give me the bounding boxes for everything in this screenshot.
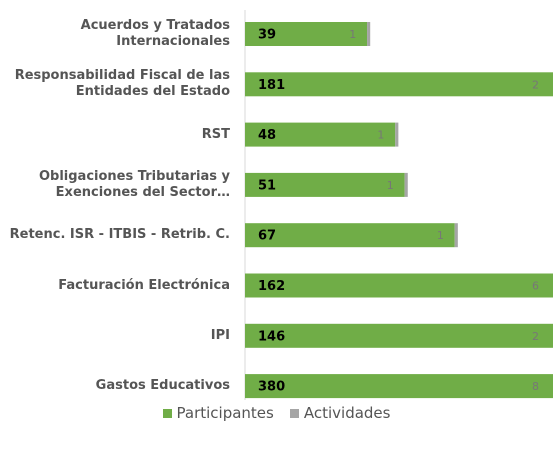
value-label: 146 <box>258 329 285 344</box>
legend-swatch <box>162 409 172 418</box>
bar-segment <box>367 22 371 46</box>
value-label: 39 <box>258 28 276 43</box>
category-label: Obligaciones Tributarias y Exenciones de… <box>38 168 230 200</box>
category-label: Retenc. ISR - ITBIS - Retrib. C. <box>9 227 230 243</box>
value-label: 48 <box>258 128 276 143</box>
bar-segment <box>245 72 553 97</box>
value-label: 380 <box>258 380 285 395</box>
bar-segment <box>245 172 405 197</box>
chart: 39 1 181 2 48 1 51 1 67 1 162 6 146 2 380 8 <box>244 10 553 400</box>
value-label: 6 <box>532 280 539 293</box>
category-label: Facturación Electrónica <box>58 277 230 293</box>
bar-segment <box>454 223 458 248</box>
legend-label: Participantes <box>176 404 274 422</box>
bar-segment <box>245 122 396 147</box>
legend-swatch <box>289 409 299 418</box>
value-label: 1 <box>437 229 444 242</box>
bar-segment <box>245 223 455 248</box>
bar-segment <box>395 122 399 147</box>
category-label: IPI <box>210 327 230 343</box>
bar-segment <box>245 22 368 46</box>
category-label: Acuerdos y Tratados Internacionales <box>80 18 230 49</box>
category-label: Gastos Educativos <box>95 378 230 394</box>
value-label: 1 <box>349 28 356 41</box>
bar-segment <box>245 273 553 298</box>
category-label: Responsabilidad Fiscal de las Entidades … <box>14 68 230 100</box>
legend-label: Actividades <box>303 404 391 422</box>
value-label: 67 <box>258 229 276 244</box>
bar-segment <box>245 374 553 399</box>
legend-item: Participantes <box>162 404 274 422</box>
legend: Participantes Actividades <box>0 404 553 422</box>
value-label: 2 <box>532 78 539 91</box>
legend-item: Actividades <box>289 404 391 422</box>
category-label: RST <box>201 126 230 142</box>
bars <box>245 22 553 399</box>
value-label: 162 <box>258 279 285 294</box>
value-label: 181 <box>258 78 285 93</box>
value-label: 1 <box>377 129 384 142</box>
value-label: 2 <box>532 330 539 343</box>
value-label: 51 <box>258 178 276 193</box>
value-label: 8 <box>532 380 539 393</box>
bar-segment <box>245 323 553 348</box>
bar-segment <box>404 172 408 197</box>
value-label: 1 <box>387 179 394 192</box>
